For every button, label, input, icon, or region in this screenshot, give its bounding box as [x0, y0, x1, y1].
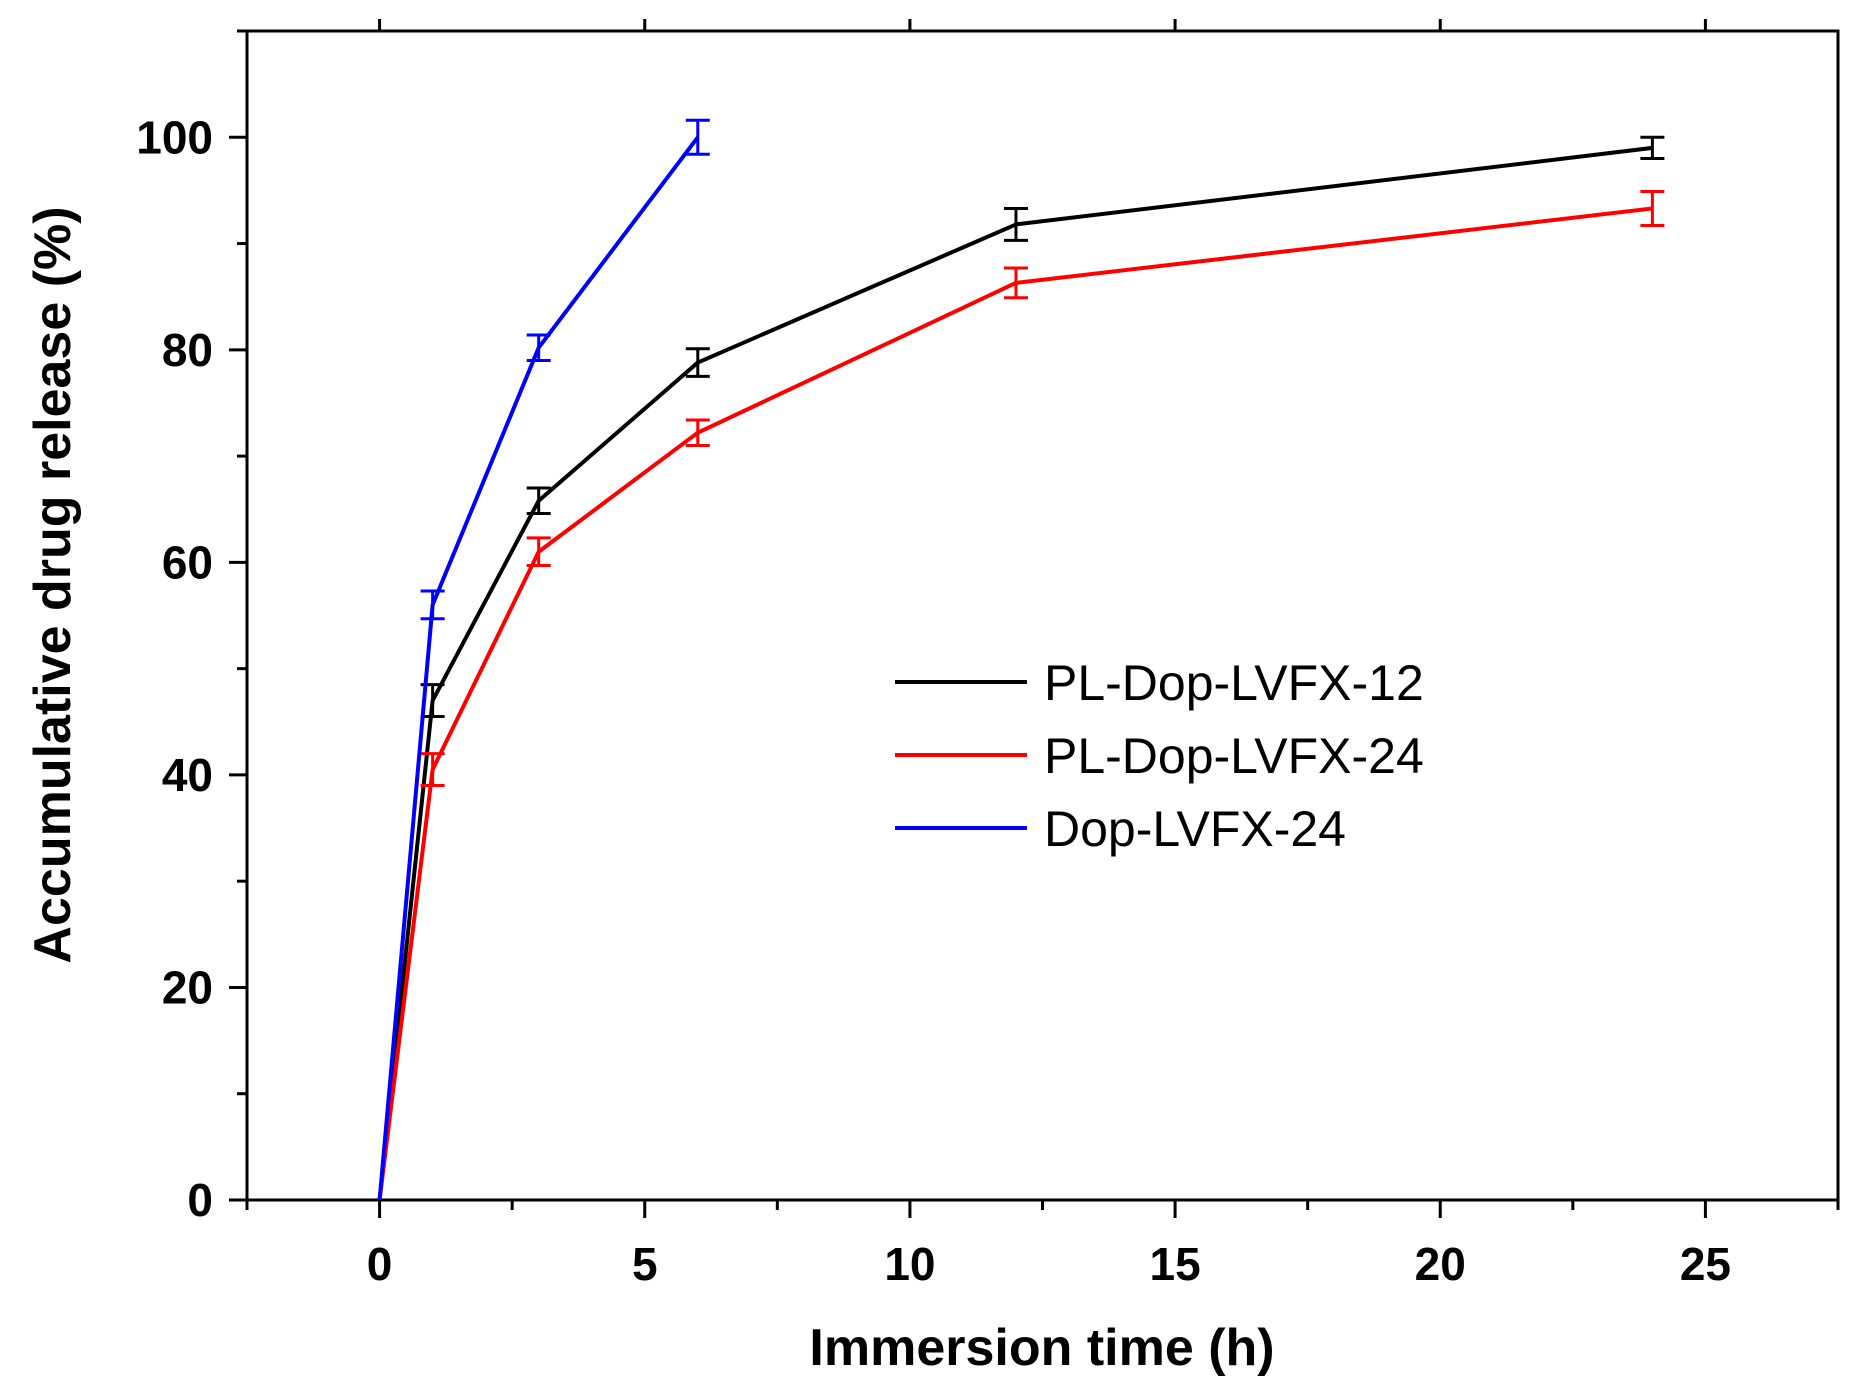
legend: PL-Dop-LVFX-12 PL-Dop-LVFX-24 Dop-LVFX-24	[895, 655, 1424, 857]
x-tick-label: 5	[632, 1238, 658, 1290]
legend-label: PL-Dop-LVFX-12	[1044, 655, 1424, 711]
error-bar	[1640, 189, 1665, 227]
error-bar	[526, 536, 551, 568]
y-tick-label: 80	[162, 324, 213, 376]
series-2	[377, 118, 710, 1201]
legend-entry: PL-Dop-LVFX-12	[895, 655, 1424, 711]
error-bar	[685, 347, 710, 378]
y-tick-label: 100	[136, 111, 213, 163]
x-tick-label: 20	[1415, 1238, 1466, 1290]
series-line	[377, 206, 1653, 1201]
legend-entry: PL-Dop-LVFX-24	[895, 728, 1424, 784]
legend-label: Dop-LVFX-24	[1044, 801, 1346, 857]
series-line	[377, 136, 700, 1201]
y-axis-title: Accumulative drug release (%)	[24, 206, 82, 963]
series-1	[377, 189, 1665, 1201]
error-bar	[420, 752, 445, 788]
error-bar	[420, 589, 445, 621]
x-tick-label: 10	[884, 1238, 935, 1290]
y-tick-label: 60	[162, 536, 213, 588]
y-tick-label: 20	[162, 961, 213, 1013]
error-bar	[1003, 206, 1028, 242]
x-tick-label: 0	[367, 1238, 393, 1290]
error-bar	[526, 486, 551, 515]
x-tick-label: 25	[1680, 1238, 1731, 1290]
legend-label: PL-Dop-LVFX-24	[1044, 728, 1424, 784]
y-tick-label: 0	[187, 1174, 213, 1226]
y-tick-label: 40	[162, 749, 213, 801]
error-bar	[1003, 266, 1028, 300]
x-axis-title: Immersion time (h)	[809, 1319, 1274, 1377]
error-bar	[685, 118, 710, 156]
error-bar	[685, 418, 710, 447]
axis-ticks: 0 5 10 15 20 25 0 20 40 60 80 100	[136, 19, 1840, 1290]
error-bar	[1640, 135, 1665, 161]
series-layer	[377, 118, 1665, 1201]
error-bar	[526, 333, 551, 362]
series-line	[377, 145, 1653, 1201]
x-tick-label: 15	[1149, 1238, 1200, 1290]
plot-frame	[245, 29, 1840, 1202]
legend-entry: Dop-LVFX-24	[895, 801, 1346, 857]
